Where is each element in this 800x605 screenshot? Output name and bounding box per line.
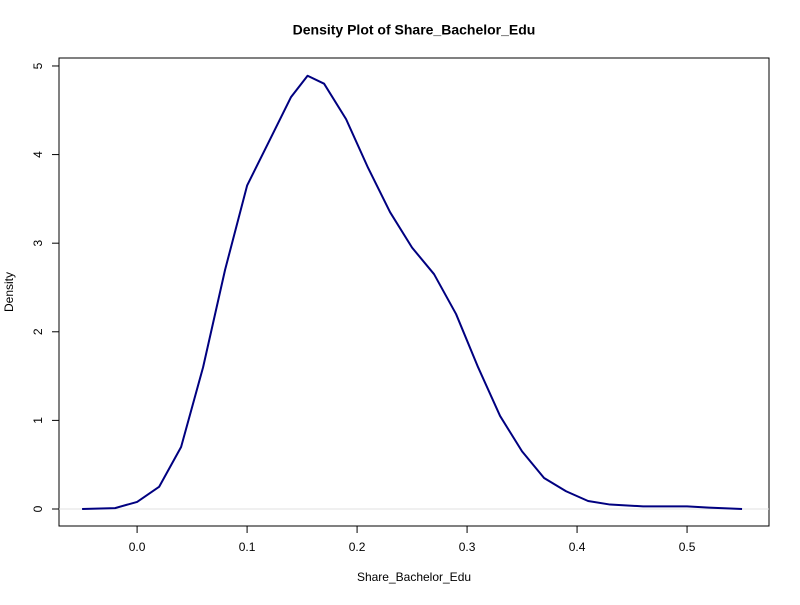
y-tick-label: 4 xyxy=(31,151,45,158)
plot-frame xyxy=(58,57,770,527)
y-tick-label: 1 xyxy=(31,417,45,424)
x-tick-label: 0.0 xyxy=(129,540,146,554)
y-tick-label: 0 xyxy=(31,505,45,512)
y-tick-label: 3 xyxy=(31,240,45,247)
x-tick-label: 0.4 xyxy=(569,540,586,554)
density-line xyxy=(82,74,743,510)
x-tick-label: 0.2 xyxy=(349,540,366,554)
x-tick-label: 0.5 xyxy=(679,540,696,554)
x-tick-label: 0.1 xyxy=(239,540,256,554)
y-tick-label: 2 xyxy=(31,328,45,335)
y-tick-label: 5 xyxy=(31,62,45,69)
x-axis-label: Share_Bachelor_Edu xyxy=(357,570,471,584)
x-tick-label: 0.3 xyxy=(459,540,476,554)
chart-title: Density Plot of Share_Bachelor_Edu xyxy=(293,22,536,38)
y-axis-label: Density xyxy=(2,272,16,312)
